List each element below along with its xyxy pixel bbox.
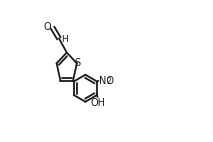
Text: NO: NO [99,76,114,86]
Text: O: O [43,22,51,32]
Text: 2: 2 [106,77,111,86]
Text: OH: OH [90,98,105,108]
Text: H: H [61,35,68,44]
Text: S: S [74,58,80,68]
